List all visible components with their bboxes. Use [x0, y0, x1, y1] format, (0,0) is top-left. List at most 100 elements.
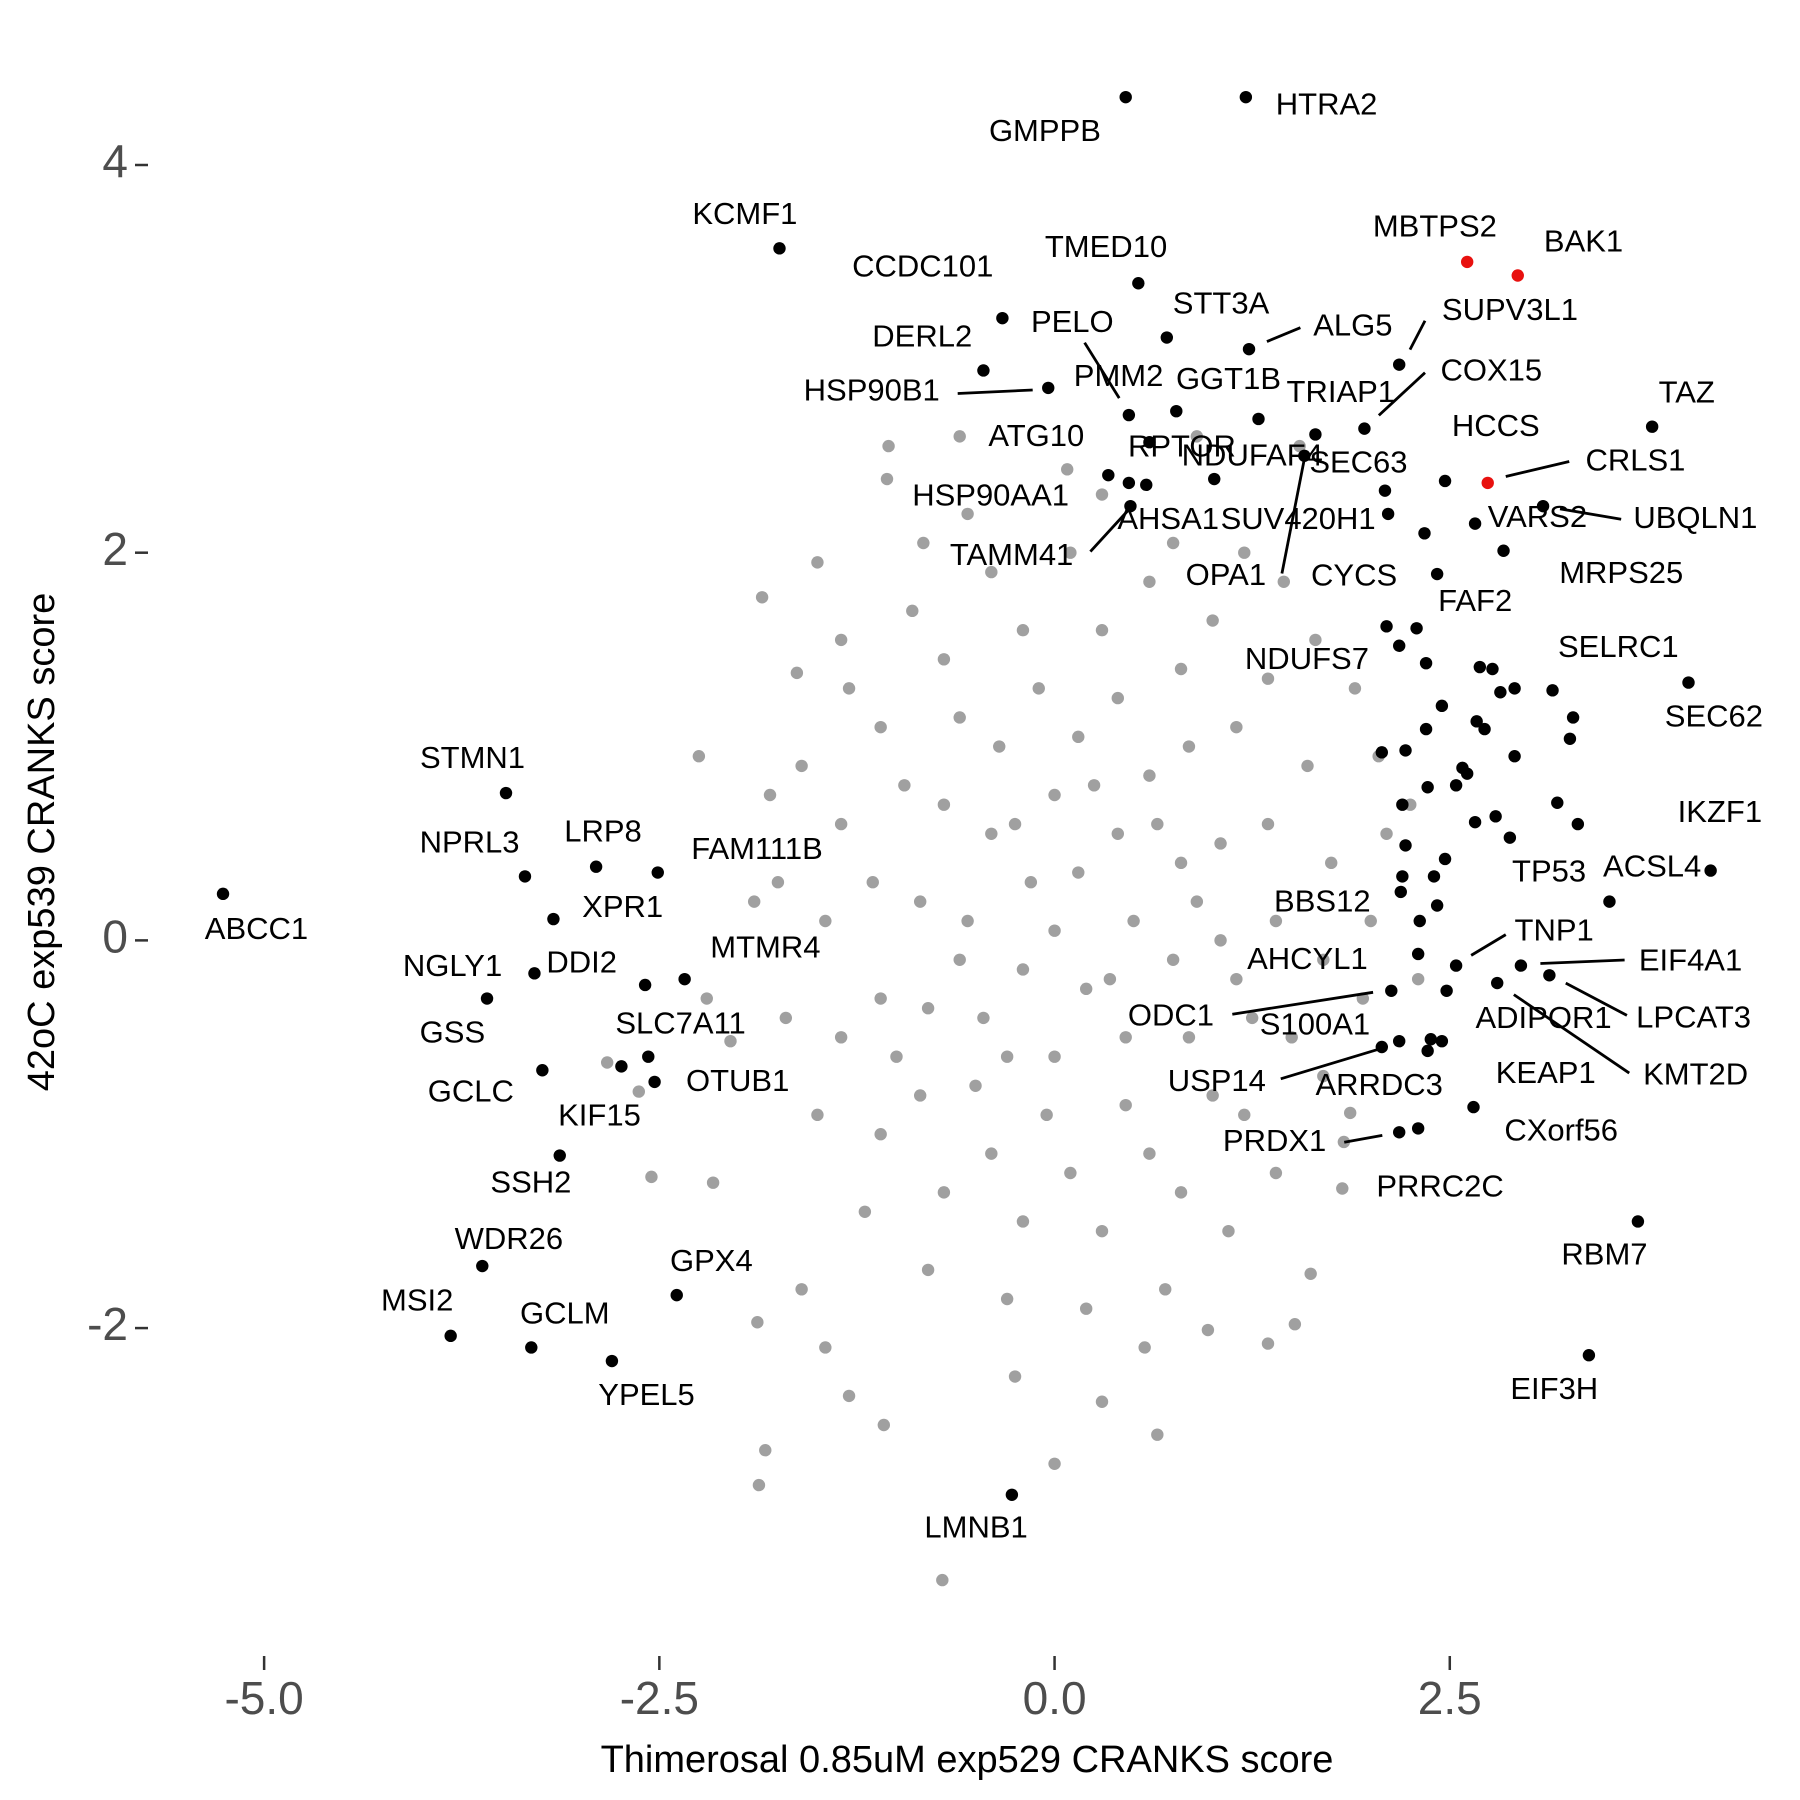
point-label: DDI2	[546, 944, 617, 979]
point	[528, 967, 541, 980]
point-label: ALG5	[1313, 307, 1392, 342]
point	[1343, 1106, 1357, 1120]
y-tick-label: 2	[102, 523, 128, 575]
point-label: CCDC101	[852, 249, 993, 284]
point	[1392, 639, 1406, 652]
point	[1470, 715, 1483, 728]
point	[1392, 1126, 1406, 1139]
point-label: PRDX1	[1223, 1123, 1326, 1158]
point	[1424, 1033, 1438, 1046]
point	[1430, 899, 1444, 912]
point	[755, 591, 769, 604]
point	[937, 798, 951, 811]
x-tick-label: -2.5	[620, 1672, 699, 1724]
point	[1119, 1031, 1132, 1044]
point-label: ODC1	[1128, 998, 1214, 1033]
point	[1309, 633, 1322, 647]
point	[819, 1341, 832, 1354]
point	[1095, 624, 1109, 637]
point	[1336, 1182, 1349, 1195]
x-tick-label: -5.0	[224, 1672, 303, 1724]
point	[1151, 1428, 1164, 1441]
point	[1317, 1069, 1330, 1083]
point	[834, 633, 848, 647]
point	[1095, 1395, 1109, 1408]
point	[1421, 781, 1434, 794]
point-label: FAF2	[1438, 583, 1512, 618]
point	[1419, 656, 1433, 670]
point	[1411, 1122, 1425, 1135]
point	[1095, 488, 1109, 501]
point-label: YPEL5	[598, 1377, 695, 1412]
point	[1543, 969, 1556, 982]
point-label: SUPV3L1	[1442, 292, 1578, 327]
point-label: GMPPB	[989, 113, 1101, 148]
point	[1079, 1302, 1093, 1315]
point-label: NPRL3	[420, 824, 520, 859]
point	[600, 1056, 614, 1069]
point-label: SLC7A11	[615, 1006, 745, 1041]
point	[1048, 1457, 1061, 1470]
point	[819, 914, 832, 928]
point-label: AHCYL1	[1247, 941, 1368, 976]
point	[1252, 412, 1265, 426]
point-label: MRPS25	[1559, 555, 1683, 590]
point	[1410, 622, 1423, 635]
point	[1494, 686, 1507, 699]
point	[670, 1288, 683, 1302]
y-axis-title: 42oC exp539 CRANKS score	[21, 593, 63, 1091]
point-label: GGT1B	[1176, 361, 1281, 396]
point	[779, 1011, 793, 1025]
point	[1546, 684, 1559, 697]
point	[1138, 1341, 1151, 1354]
point	[1421, 1044, 1434, 1058]
point	[1396, 870, 1409, 883]
point	[1000, 1292, 1014, 1306]
point-label: CYCS	[1311, 557, 1397, 592]
leader-line	[1470, 933, 1507, 957]
point-label: WDR26	[455, 1221, 564, 1256]
point	[632, 1085, 645, 1098]
point	[1214, 934, 1227, 947]
point	[1102, 468, 1115, 482]
point	[1024, 876, 1038, 889]
point	[1143, 575, 1156, 588]
point	[1042, 381, 1055, 395]
point	[961, 914, 974, 928]
point	[1222, 1224, 1235, 1238]
point	[961, 507, 974, 521]
point	[1261, 817, 1275, 831]
point-label: USP14	[1168, 1063, 1266, 1098]
point	[1399, 839, 1412, 852]
point-label: SELRC1	[1558, 629, 1679, 664]
point	[937, 653, 951, 666]
leader-line	[1540, 958, 1625, 965]
point	[1435, 699, 1449, 713]
point	[874, 992, 887, 1005]
point-label: NDUFS7	[1245, 641, 1369, 676]
point-label: STMN1	[420, 740, 525, 775]
point	[890, 1050, 903, 1063]
point	[651, 866, 664, 879]
point-label: ACSL4	[1603, 848, 1701, 883]
leader-line	[1513, 993, 1631, 1075]
point-label: AHSA1	[1117, 501, 1219, 536]
point	[1460, 255, 1474, 269]
point	[1072, 866, 1085, 879]
point	[216, 887, 230, 901]
point	[1230, 720, 1243, 734]
point	[1304, 1267, 1317, 1281]
point	[858, 1205, 872, 1218]
point-label: MBTPS2	[1373, 209, 1497, 244]
point	[642, 1050, 655, 1063]
point-label: MSI2	[381, 1283, 453, 1318]
point	[645, 1170, 658, 1184]
point	[1190, 895, 1204, 908]
point	[773, 242, 786, 255]
point	[1016, 1215, 1030, 1228]
point	[1399, 744, 1412, 757]
point	[1166, 953, 1180, 966]
point	[1127, 914, 1140, 928]
point	[1079, 982, 1093, 996]
